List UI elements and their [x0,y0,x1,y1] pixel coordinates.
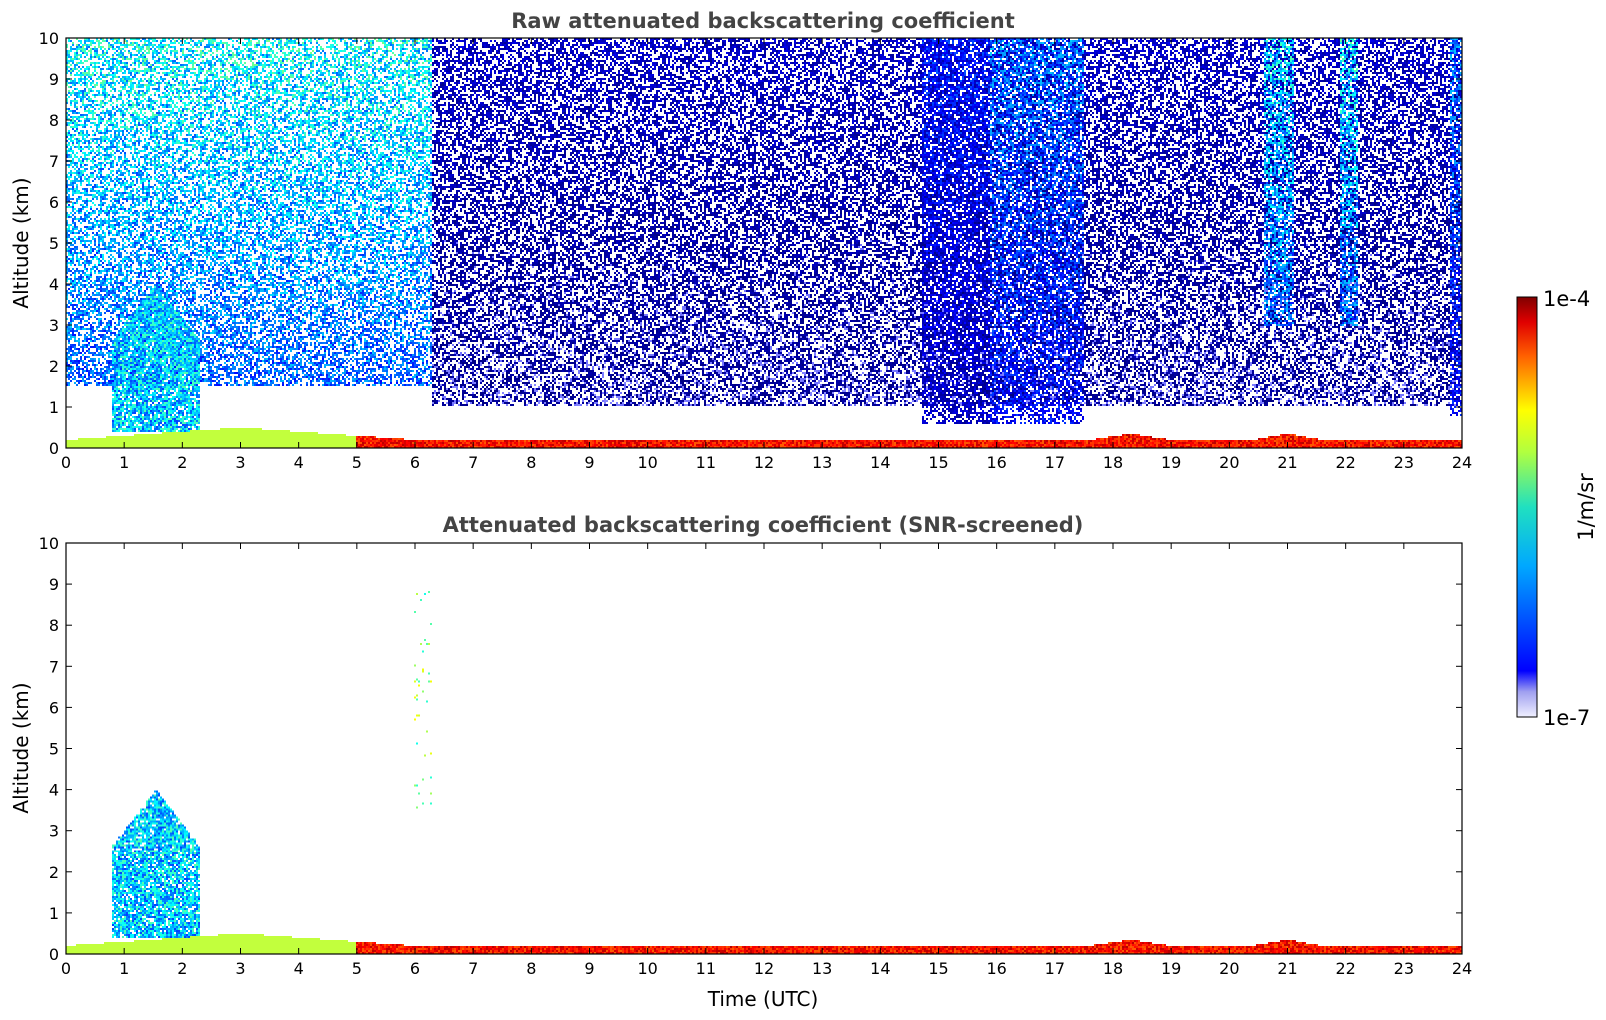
top-x-tick-label: 7 [468,453,478,472]
bottom-axes: 0 1 2 3 4 5 6 7 8 9 10 11 12 13 14 15 16 17 18 19 20 21 22 23 24… [39,534,1473,978]
top-y-tick-label: 2 [49,357,59,376]
bottom-x-axis-label: Time (UTC) [707,987,819,1011]
bottom-x-tick-label: 5 [352,959,362,978]
bottom-x-tick-label: 0 [61,959,71,978]
top-x-tick-label: 9 [584,453,594,472]
top-panel-title: Raw attenuated backscattering coefficien… [511,9,1015,33]
top-x-tick-label: 13 [812,453,832,472]
top-axes: 0 1 2 3 4 5 6 7 8 9 10 11 12 13 14 15 16 17 18 19 20 21 22 23 24… [39,29,1473,472]
top-x-tick-label: 18 [1103,453,1123,472]
bottom-x-tick-label: 1 [119,959,129,978]
bottom-x-tick-label: 23 [1394,959,1414,978]
top-x-tick-label: 17 [1045,453,1065,472]
bottom-y-tick-label: 4 [49,781,59,800]
bottom-x-tick-label: 7 [468,959,478,978]
bottom-y-tick-label: 7 [49,657,59,676]
top-y-tick-label: 1 [49,398,59,417]
top-x-tick-label: 8 [526,453,536,472]
bottom-x-tick-label: 24 [1452,959,1472,978]
bottom-x-tick-label: 22 [1335,959,1355,978]
bottom-x-tick-label: 21 [1277,959,1297,978]
top-x-tick-label: 1 [119,453,129,472]
bottom-y-tick-label: 6 [49,698,59,717]
bottom-x-tick-label: 13 [812,959,832,978]
top-heatmap-image [66,38,1462,448]
bottom-heatmap-image [66,543,1462,954]
colorbar: 1e-4 1e-7 1/m/sr [1516,287,1598,730]
bottom-y-tick-label: 2 [49,863,59,882]
bottom-x-tick-label: 12 [754,959,774,978]
top-panel: Raw attenuated backscattering coefficien… [9,9,1472,472]
top-y-tick-label: 9 [49,70,59,89]
top-x-tick-label: 23 [1394,453,1414,472]
bottom-panel: Attenuated backscattering coefficient (S… [9,513,1472,1011]
bottom-y-tick-label: 0 [49,945,59,964]
top-x-tick-label: 21 [1277,453,1297,472]
bottom-x-tick-label: 9 [584,959,594,978]
bottom-y-tick-label: 10 [39,534,59,553]
bottom-x-tick-label: 18 [1103,959,1123,978]
bottom-y-tick-label: 8 [49,616,59,635]
bottom-y-tick-label: 5 [49,740,59,759]
top-x-tick-label: 10 [637,453,657,472]
bottom-x-tick-label: 14 [870,959,890,978]
top-x-tick-label: 15 [928,453,948,472]
bottom-y-tick-label: 9 [49,575,59,594]
top-x-tick-label: 6 [410,453,420,472]
top-x-tick-label: 20 [1219,453,1239,472]
colorbar-max-label: 1e-4 [1543,287,1590,311]
bottom-x-tick-label: 16 [986,959,1006,978]
bottom-x-tick-label: 2 [177,959,187,978]
top-x-tick-label: 11 [696,453,716,472]
colorbar-gradient [1516,296,1538,718]
top-x-tick-label: 0 [61,453,71,472]
top-x-tick-label: 3 [235,453,245,472]
top-y-tick-label: 4 [49,275,59,294]
colorbar-min-label: 1e-7 [1543,706,1590,730]
bottom-y-tick-label: 3 [49,822,59,841]
top-y-tick-label: 8 [49,111,59,130]
bottom-x-tick-label: 4 [294,959,304,978]
bottom-x-tick-label: 15 [928,959,948,978]
top-x-tick-label: 19 [1161,453,1181,472]
top-x-tick-label: 2 [177,453,187,472]
top-x-tick-label: 24 [1452,453,1472,472]
bottom-panel-title: Attenuated backscattering coefficient (S… [443,513,1084,537]
top-y-tick-label: 5 [49,234,59,253]
bottom-x-tick-label: 8 [526,959,536,978]
bottom-x-tick-label: 6 [410,959,420,978]
top-x-tick-label: 5 [352,453,362,472]
top-x-tick-label: 12 [754,453,774,472]
bottom-x-tick-label: 3 [235,959,245,978]
top-y-tick-label: 3 [49,316,59,335]
top-y-tick-label: 0 [49,439,59,458]
bottom-x-tick-label: 20 [1219,959,1239,978]
top-y-tick-label: 6 [49,193,59,212]
top-x-tick-label: 14 [870,453,890,472]
top-x-tick-label: 4 [294,453,304,472]
bottom-x-tick-label: 11 [696,959,716,978]
bottom-y-tick-label: 1 [49,904,59,923]
top-y-tick-label: 10 [39,29,59,48]
top-x-tick-label: 16 [986,453,1006,472]
bottom-x-tick-label: 19 [1161,959,1181,978]
bottom-x-tick-label: 17 [1045,959,1065,978]
colorbar-unit-label: 1/m/sr [1574,473,1598,541]
bottom-x-tick-label: 10 [637,959,657,978]
top-x-tick-label: 22 [1335,453,1355,472]
top-y-tick-label: 7 [49,152,59,171]
top-y-axis-label: Altitude (km) [9,177,33,308]
bottom-y-axis-label: Altitude (km) [9,682,33,813]
